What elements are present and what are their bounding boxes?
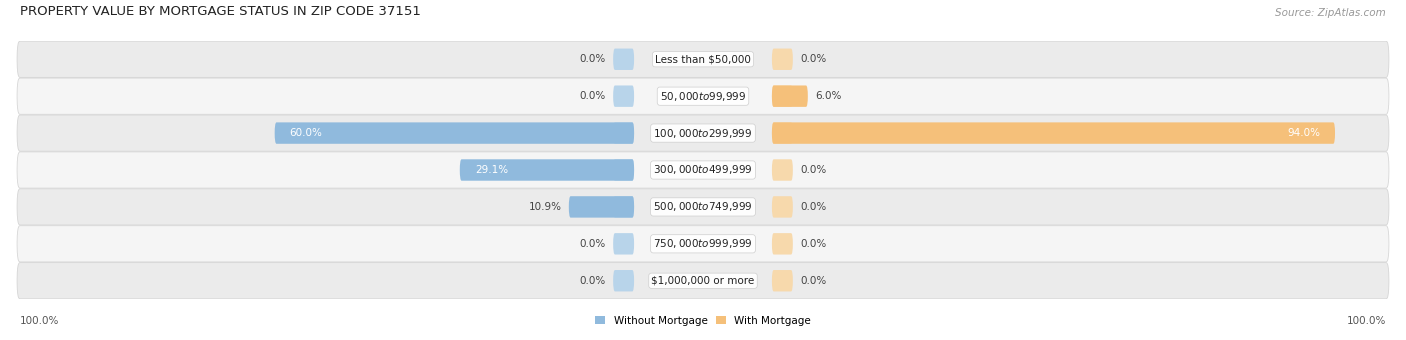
Text: 94.0%: 94.0% bbox=[1286, 128, 1320, 138]
FancyBboxPatch shape bbox=[772, 270, 793, 291]
Text: $50,000 to $99,999: $50,000 to $99,999 bbox=[659, 90, 747, 103]
Text: PROPERTY VALUE BY MORTGAGE STATUS IN ZIP CODE 37151: PROPERTY VALUE BY MORTGAGE STATUS IN ZIP… bbox=[20, 5, 420, 18]
FancyBboxPatch shape bbox=[613, 159, 634, 181]
FancyBboxPatch shape bbox=[17, 189, 1389, 225]
FancyBboxPatch shape bbox=[613, 49, 634, 70]
Text: 29.1%: 29.1% bbox=[475, 165, 508, 175]
Text: $500,000 to $749,999: $500,000 to $749,999 bbox=[654, 200, 752, 214]
Text: 100.0%: 100.0% bbox=[20, 316, 59, 326]
FancyBboxPatch shape bbox=[772, 85, 793, 107]
FancyBboxPatch shape bbox=[772, 122, 793, 144]
FancyBboxPatch shape bbox=[772, 49, 793, 70]
Text: Source: ZipAtlas.com: Source: ZipAtlas.com bbox=[1275, 8, 1386, 18]
FancyBboxPatch shape bbox=[17, 41, 1389, 77]
Text: $100,000 to $299,999: $100,000 to $299,999 bbox=[654, 126, 752, 140]
FancyBboxPatch shape bbox=[772, 233, 793, 255]
FancyBboxPatch shape bbox=[17, 152, 1389, 188]
FancyBboxPatch shape bbox=[613, 85, 634, 107]
FancyBboxPatch shape bbox=[772, 85, 808, 107]
Text: 0.0%: 0.0% bbox=[800, 202, 827, 212]
FancyBboxPatch shape bbox=[772, 196, 793, 218]
Text: 0.0%: 0.0% bbox=[579, 276, 606, 286]
FancyBboxPatch shape bbox=[613, 122, 634, 144]
Text: 60.0%: 60.0% bbox=[290, 128, 322, 138]
FancyBboxPatch shape bbox=[17, 226, 1389, 262]
Text: 0.0%: 0.0% bbox=[800, 165, 827, 175]
Text: 10.9%: 10.9% bbox=[529, 202, 561, 212]
FancyBboxPatch shape bbox=[17, 78, 1389, 114]
Text: 100.0%: 100.0% bbox=[1347, 316, 1386, 326]
Text: 6.0%: 6.0% bbox=[815, 91, 841, 101]
Legend: Without Mortgage, With Mortgage: Without Mortgage, With Mortgage bbox=[591, 312, 815, 330]
FancyBboxPatch shape bbox=[613, 196, 634, 218]
Text: 0.0%: 0.0% bbox=[579, 54, 606, 64]
FancyBboxPatch shape bbox=[569, 196, 634, 218]
FancyBboxPatch shape bbox=[772, 122, 1336, 144]
Text: 0.0%: 0.0% bbox=[800, 54, 827, 64]
FancyBboxPatch shape bbox=[460, 159, 634, 181]
Text: 0.0%: 0.0% bbox=[800, 276, 827, 286]
FancyBboxPatch shape bbox=[772, 159, 793, 181]
FancyBboxPatch shape bbox=[613, 233, 634, 255]
FancyBboxPatch shape bbox=[17, 115, 1389, 151]
Text: $750,000 to $999,999: $750,000 to $999,999 bbox=[654, 237, 752, 250]
Text: $1,000,000 or more: $1,000,000 or more bbox=[651, 276, 755, 286]
Text: 0.0%: 0.0% bbox=[579, 239, 606, 249]
Text: Less than $50,000: Less than $50,000 bbox=[655, 54, 751, 64]
FancyBboxPatch shape bbox=[274, 122, 634, 144]
Text: 0.0%: 0.0% bbox=[800, 239, 827, 249]
Text: $300,000 to $499,999: $300,000 to $499,999 bbox=[654, 164, 752, 176]
FancyBboxPatch shape bbox=[17, 263, 1389, 299]
FancyBboxPatch shape bbox=[613, 270, 634, 291]
Text: 0.0%: 0.0% bbox=[579, 91, 606, 101]
